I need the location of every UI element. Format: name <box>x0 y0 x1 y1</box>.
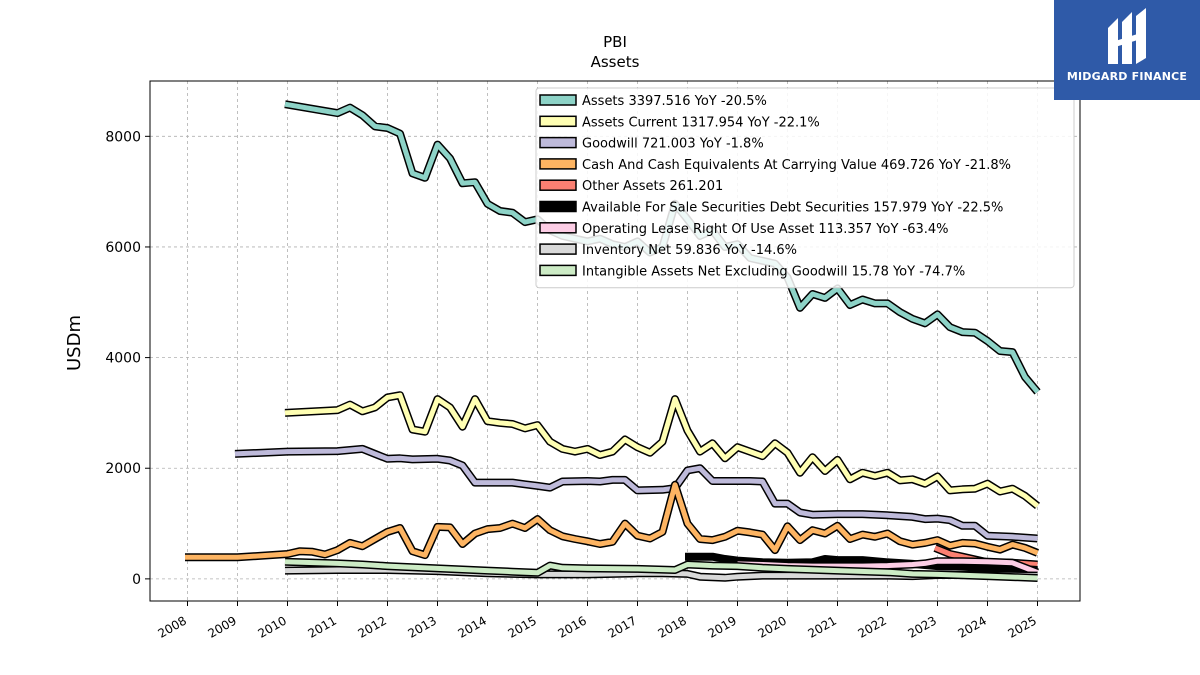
series-line-goodwill <box>234 446 1038 541</box>
x-tick-label: 2013 <box>406 613 439 640</box>
x-tick-label: 2014 <box>456 613 489 640</box>
legend-label: Intangible Assets Net Excluding Goodwill… <box>582 264 965 279</box>
chart-subtitle: Assets <box>591 53 640 71</box>
legend-label: Assets 3397.516 YoY -20.5% <box>582 94 767 109</box>
legend-label: Other Assets 261.201 <box>582 179 723 194</box>
series-group <box>185 100 1041 582</box>
series-line-available-for-sale-securities-debt-securities <box>685 554 1038 573</box>
series-line-cash-and-cash-equivalents-at-carrying-value <box>185 482 1039 560</box>
x-tick-label: 2021 <box>806 613 839 640</box>
legend-swatch <box>539 222 577 234</box>
legend-swatch <box>539 200 577 213</box>
legend-label: Operating Lease Right Of Use Asset 113.3… <box>582 222 949 237</box>
legend-swatch <box>539 115 577 128</box>
x-tick-label: 2015 <box>506 613 539 640</box>
legend-swatch <box>539 264 577 277</box>
legend-label: Goodwill 721.003 YoY -1.8% <box>582 137 764 152</box>
y-tick-label: 4000 <box>105 351 141 367</box>
y-tick-label: 6000 <box>105 240 141 256</box>
x-tick-label: 2022 <box>856 613 889 640</box>
x-tick-label: 2024 <box>956 613 989 640</box>
legend-box <box>535 87 1075 289</box>
y-tick-label: 0 <box>132 572 141 588</box>
x-tick-label: 2016 <box>556 613 589 640</box>
x-tick-label: 2020 <box>756 613 789 640</box>
plot-frame <box>149 80 1081 602</box>
legend-swatch <box>539 179 577 191</box>
x-tick-label: 2010 <box>256 613 289 640</box>
x-tick-label: 2025 <box>1006 613 1039 640</box>
legend-label: Available For Sale Securities Debt Secur… <box>582 201 1003 216</box>
x-tick-label: 2018 <box>656 613 689 640</box>
x-tick-label: 2012 <box>356 613 389 640</box>
x-tick-label: 2019 <box>706 613 739 640</box>
y-axis-label: USDm <box>64 315 85 371</box>
series-line-assets-current <box>284 392 1040 508</box>
series-outline-goodwill <box>234 444 1038 543</box>
x-tick-label: 2023 <box>906 613 939 640</box>
legend-label: Inventory Net 59.836 YoY -14.6% <box>582 243 797 258</box>
x-tick-label: 2008 <box>156 613 189 640</box>
series-line-intangible-assets-net-excluding-goodwill <box>284 559 1038 581</box>
legend-label: Assets Current 1317.954 YoY -22.1% <box>582 115 820 130</box>
legend-swatch <box>539 158 577 170</box>
legend-label: Cash And Cash Equivalents At Carrying Va… <box>582 158 1011 173</box>
legend-swatch <box>539 136 577 149</box>
x-tick-label: 2017 <box>606 613 639 640</box>
midgard-logo-icon <box>1108 8 1146 64</box>
brand-logo: MIDGARD FINANCE <box>1054 0 1200 100</box>
legend-swatch <box>539 243 577 255</box>
x-tick-label: 2009 <box>206 613 239 640</box>
x-tick-label: 2011 <box>306 613 339 640</box>
chart-title: PBI <box>603 33 627 51</box>
y-tick-label: 2000 <box>105 461 141 477</box>
legend: Assets 3397.516 YoY -20.5% Assets Current… <box>535 87 1075 289</box>
y-tick-label: 8000 <box>105 129 141 145</box>
brand-name: MIDGARD FINANCE <box>1066 70 1188 83</box>
legend-swatch <box>539 94 577 106</box>
